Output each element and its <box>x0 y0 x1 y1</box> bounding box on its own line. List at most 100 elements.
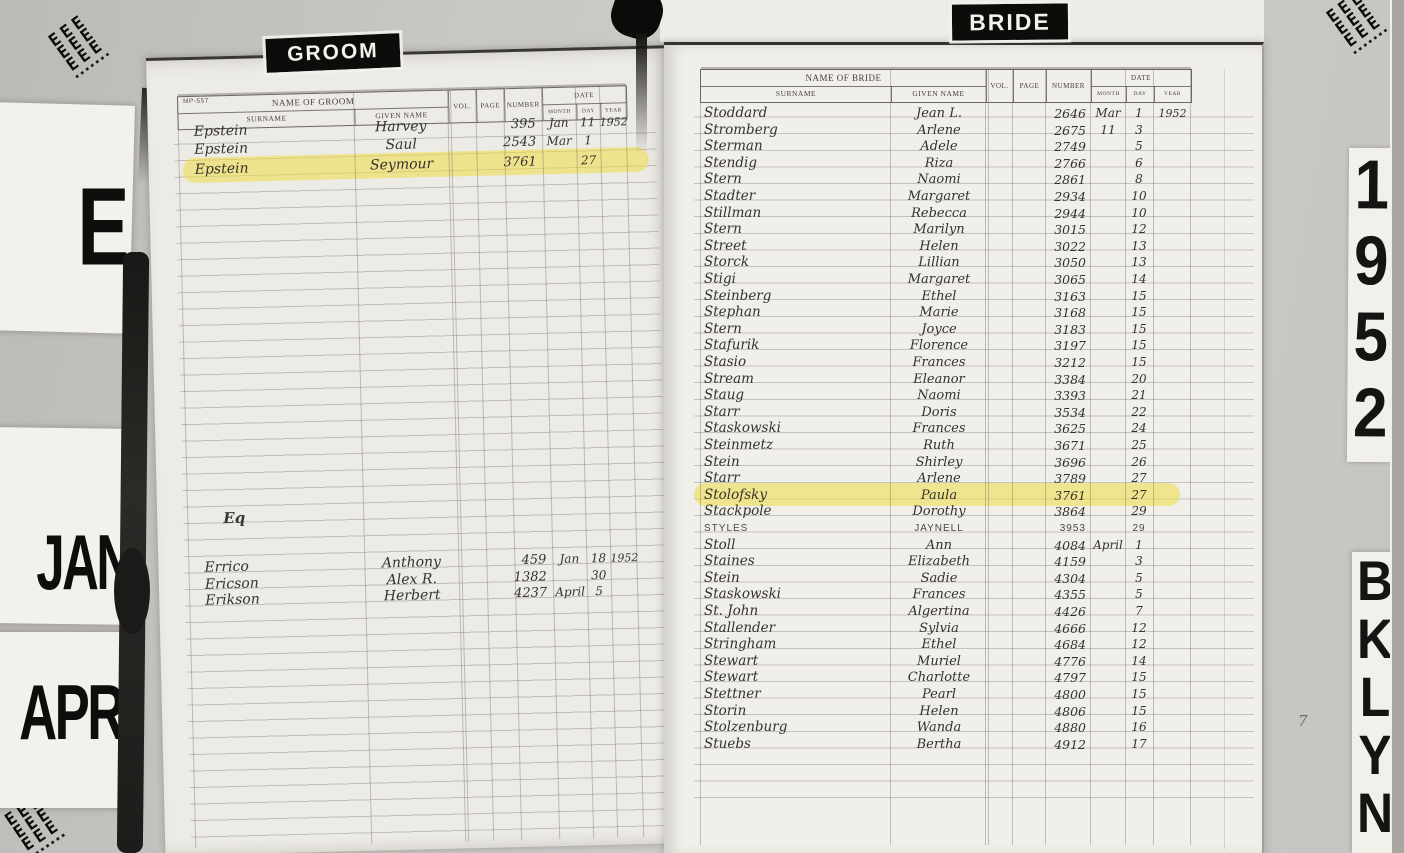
entry-given-name: Seymour <box>369 156 434 174</box>
entry-number: 3393 <box>1054 388 1086 404</box>
entry-surname: Steinmetz <box>704 437 774 453</box>
entry-month: 11 <box>1100 122 1116 137</box>
entry-day: 11 <box>579 115 596 130</box>
entry-surname: Stendig <box>704 154 757 171</box>
entry-surname: Storin <box>704 702 747 719</box>
entry-surname: Stein <box>704 569 740 586</box>
entry-surname: Stallender <box>704 619 776 636</box>
entry-given-name: Paula <box>920 487 958 503</box>
entry-surname: Stern <box>704 171 742 188</box>
entry-day: 17 <box>1131 736 1147 751</box>
entry-number: 2766 <box>1054 155 1086 171</box>
header-line <box>1046 70 1047 102</box>
entry-number: 3384 <box>1054 371 1086 387</box>
entry-row: Staines Elizabeth 4159 3 <box>664 553 1262 570</box>
stray-pencil-mark: 7 <box>1298 712 1308 730</box>
entry-surname: Staines <box>704 553 755 570</box>
entry-given-name: Ruth <box>923 438 955 453</box>
entry-surname: Storck <box>704 254 749 271</box>
section-label-eq: Eq <box>223 508 246 528</box>
entry-given-name: Frances <box>912 587 966 603</box>
entry-number: 3534 <box>1054 404 1086 420</box>
entry-day: 14 <box>1131 653 1147 668</box>
entry-day: 5 <box>595 583 604 599</box>
header-date: DATE <box>1131 74 1151 82</box>
entry-given-name: Harvey <box>374 118 427 136</box>
entry-day: 27 <box>1131 487 1147 502</box>
entry-day: 27 <box>1131 471 1147 486</box>
header-month: MONTH <box>1097 91 1120 97</box>
entry-row: Steinberg Ethel 3163 15 <box>664 288 1262 305</box>
film-registration-mark: EEE EEE EEE ▪▪▪▪▪▪▪ <box>45 10 113 81</box>
entry-surname: Stringham <box>704 636 777 653</box>
entry-surname: Stern <box>704 221 742 238</box>
entry-day: 21 <box>1131 388 1147 403</box>
entry-day: 29 <box>1131 504 1147 519</box>
entry-row: Stewart Muriel 4776 14 <box>664 653 1262 670</box>
entry-row: Stewart Charlotte 4797 15 <box>664 669 1262 686</box>
entry-row: Stallender Sylvia 4666 12 <box>664 620 1262 637</box>
entry-number: 4426 <box>1054 604 1086 619</box>
entry-given-name: Jean L. <box>916 106 962 121</box>
entry-day: 15 <box>1131 703 1147 718</box>
entry-surname: Stasio <box>704 354 747 370</box>
entry-day: 5 <box>1135 587 1143 602</box>
entry-number: 3168 <box>1054 305 1086 321</box>
entry-row: Starr Doris 3534 22 <box>664 404 1262 421</box>
entry-row: Staskowski Frances 3625 24 <box>664 420 1262 437</box>
entry-surname: Stewart <box>704 652 759 669</box>
highlight-bar <box>694 482 1180 506</box>
entry-given-name: Charlotte <box>907 670 971 686</box>
entry-day: 29 <box>1132 523 1146 534</box>
entry-month: Mar <box>1095 106 1121 120</box>
entry-surname: STYLES <box>704 523 749 534</box>
header-line <box>1154 86 1155 102</box>
borough-char: L <box>1359 665 1391 729</box>
entry-given-name: Wanda <box>916 720 962 736</box>
bride-tab-label: BRIDE <box>969 8 1051 35</box>
entry-given-name: Shirley <box>915 454 963 470</box>
entry-given-name: Naomi <box>917 388 961 404</box>
entry-row: Stolofsky Paula 3761 27 <box>664 487 1262 504</box>
column-line <box>890 69 891 845</box>
header-line <box>986 70 987 102</box>
groom-index-page: MP-557 NAME OF GROOM SURNAME GIVEN NAME VOL… <box>146 45 691 853</box>
year-char: 2 <box>1352 374 1388 453</box>
year-char: 5 <box>1353 298 1389 377</box>
entry-day: 14 <box>1131 272 1147 286</box>
borough-char: K <box>1356 607 1394 671</box>
entry-row: Stein Shirley 3696 26 <box>664 454 1262 471</box>
entry-given-name: Eleanor <box>913 371 965 387</box>
entry-month: April <box>1093 537 1123 552</box>
header-surname: SURNAME <box>775 89 817 98</box>
entry-row: Stadter Margaret 2934 10 <box>664 188 1262 205</box>
entry-row: Staug Naomi 3393 21 <box>664 387 1262 404</box>
entry-given-name: Bertha <box>916 736 962 752</box>
header-number: NUMBER <box>1052 82 1085 90</box>
column-line <box>1045 69 1046 845</box>
entry-given-name: Algertina <box>908 604 970 619</box>
entry-given-name: Herbert <box>383 586 441 605</box>
entry-surname: Stettner <box>704 686 761 702</box>
entry-year: 1952 <box>610 551 639 565</box>
entry-number: 3625 <box>1054 421 1086 437</box>
entry-year: 1952 <box>599 115 628 129</box>
header-vol: VOL. <box>990 82 1009 90</box>
entry-day: 1 <box>584 133 593 148</box>
entry-number: 2944 <box>1054 205 1086 221</box>
entry-number: 3953 <box>1059 523 1086 534</box>
entry-given-name: Frances <box>912 355 966 370</box>
entry-day: 26 <box>1131 454 1147 469</box>
entry-day: 1 <box>1135 537 1143 552</box>
entry-day: 15 <box>1131 355 1147 369</box>
entry-number: 4912 <box>1054 736 1086 752</box>
entry-surname: Staskowski <box>704 586 781 603</box>
entry-number: 4800 <box>1054 687 1086 702</box>
entry-day: 15 <box>1131 687 1147 701</box>
entry-surname: St. John <box>704 603 759 619</box>
entry-given-name: JAYNELL <box>914 523 964 534</box>
entry-month: Jan <box>548 115 569 131</box>
entry-given-name: Riza <box>924 155 954 171</box>
entry-row: Sterman Adele 2749 5 <box>664 138 1262 155</box>
